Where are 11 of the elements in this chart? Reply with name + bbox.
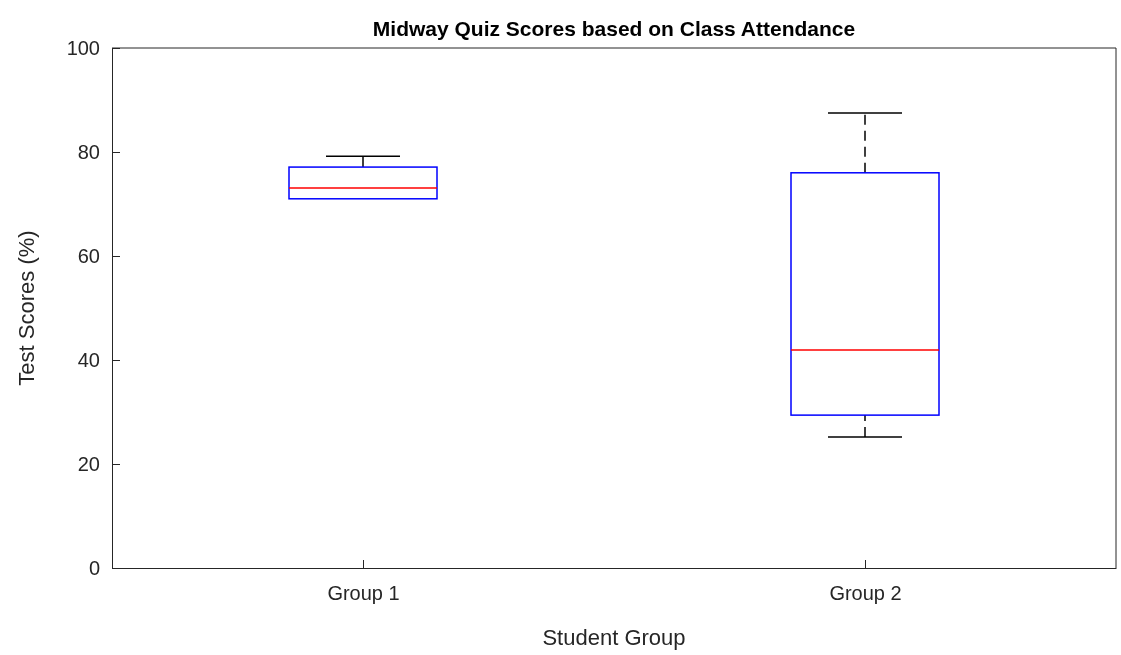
y-axis-title: Test Scores (%): [14, 230, 39, 386]
chart-title: Midway Quiz Scores based on Class Attendance: [372, 17, 856, 40]
x-tick-label: Group 1: [327, 582, 400, 605]
y-tick-label: 100: [66, 36, 100, 59]
y-tick-label: 40: [77, 348, 100, 371]
y-tick-label: 80: [77, 140, 100, 163]
x-tick-label: Group 2: [829, 582, 902, 605]
y-tick-label: 60: [77, 244, 100, 267]
x-axis-title: Student Group: [542, 625, 686, 650]
y-tick-label: 20: [77, 452, 100, 475]
y-tick-label: 0: [88, 556, 100, 579]
